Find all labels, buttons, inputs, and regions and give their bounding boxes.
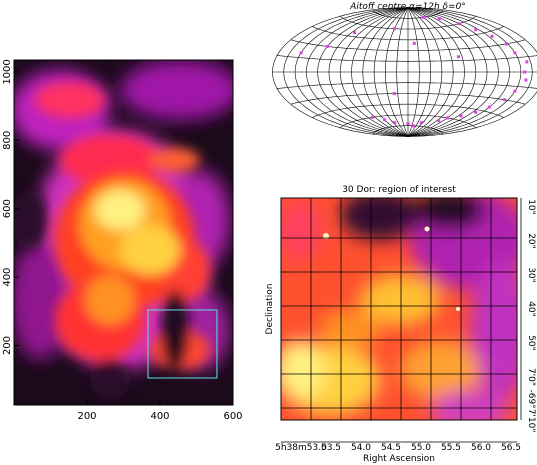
source-point (437, 119, 441, 123)
source-point (406, 122, 410, 126)
source-point (502, 98, 506, 102)
source-point (523, 70, 527, 74)
y-tick-label: 400 (2, 268, 13, 287)
parallel (277, 82, 537, 89)
parallel (277, 55, 537, 62)
x-tick-label: 5h38m53.0 (275, 443, 327, 453)
source-point (325, 44, 329, 48)
parallel (312, 26, 504, 41)
aitoff-plot (272, 7, 537, 137)
y-tick-label: 7'0" (526, 368, 536, 386)
source-point (419, 121, 423, 125)
source-point (525, 60, 529, 64)
y-tick-label: 800 (2, 131, 13, 150)
source-point (513, 51, 517, 55)
source-point (392, 27, 396, 31)
parallel (312, 103, 504, 118)
y-tick-label: 40" (526, 301, 536, 317)
parallel (290, 93, 526, 105)
source-point (421, 15, 425, 19)
y-tick-label: 200 (2, 336, 13, 355)
y-tick-label: 600 (2, 199, 13, 218)
source-point (437, 17, 441, 21)
source-point (299, 51, 303, 55)
source-point (513, 89, 517, 93)
source-point (392, 92, 396, 96)
source-point (474, 28, 478, 32)
x-tick-label: 200 (77, 411, 96, 422)
y-tick-label: 20" (526, 233, 536, 249)
right-frame (280, 197, 518, 421)
y-tick-label: 10" (526, 199, 536, 215)
source-point (353, 31, 357, 35)
source-point (487, 105, 491, 109)
region-box (147, 309, 218, 379)
panel-title: 30 Dor: region of interest (342, 185, 456, 195)
x-tick-label: 55.0 (411, 443, 431, 453)
parallel (372, 125, 444, 135)
aitoff-title: Aitoff centre α=12h δ=0° (349, 2, 466, 12)
source-point (412, 41, 416, 45)
left-image (14, 60, 233, 405)
x-tick-label: 56.5 (501, 443, 521, 453)
source-point (393, 121, 397, 125)
left-frame (13, 59, 234, 406)
y-tick-label: -69°7'10" (526, 390, 536, 433)
y-tick-label: 50" (526, 335, 536, 351)
source-point (371, 115, 375, 119)
right-image (281, 198, 517, 420)
parallel (340, 114, 476, 129)
x-tick-label: 54.5 (381, 443, 401, 453)
y-axis-label: Declination (265, 284, 275, 335)
source-point (456, 55, 460, 59)
x-axis-label: Right Ascension (363, 454, 435, 464)
x-tick-label: 400 (150, 411, 169, 422)
source-point (459, 114, 463, 118)
source-point (411, 124, 415, 128)
source-point (490, 34, 494, 38)
x-tick-label: 53.5 (321, 443, 341, 453)
x-tick-label: 56.0 (471, 443, 491, 453)
y-tick-label: 1000 (2, 59, 13, 84)
x-tick-label: 54.0 (351, 443, 371, 453)
x-tick-label: 600 (223, 411, 242, 422)
x-tick-label: 55.5 (441, 443, 461, 453)
source-point (445, 116, 449, 120)
source-point (383, 118, 387, 122)
parallel (372, 9, 444, 19)
source-point (457, 22, 461, 26)
source-point (504, 42, 508, 46)
source-point (474, 110, 478, 114)
y-tick-label: 30" (526, 267, 536, 283)
source-point (524, 78, 528, 82)
